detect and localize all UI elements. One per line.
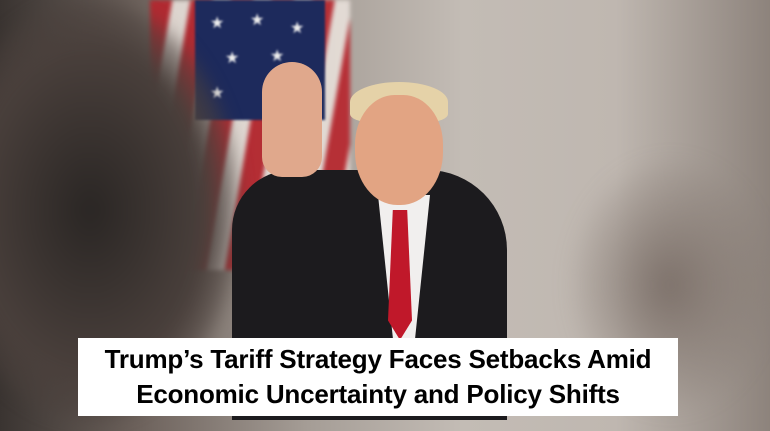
headline-line-1: Trump’s Tariff Strategy Faces Setbacks A… (104, 344, 652, 374)
headline-caption: Trump’s Tariff Strategy Faces Setbacks A… (78, 338, 678, 416)
raised-hand (262, 62, 322, 177)
face (355, 95, 443, 205)
headline-line-2: Economic Uncertainty and Policy Shifts (136, 379, 620, 409)
red-tie (388, 210, 412, 340)
